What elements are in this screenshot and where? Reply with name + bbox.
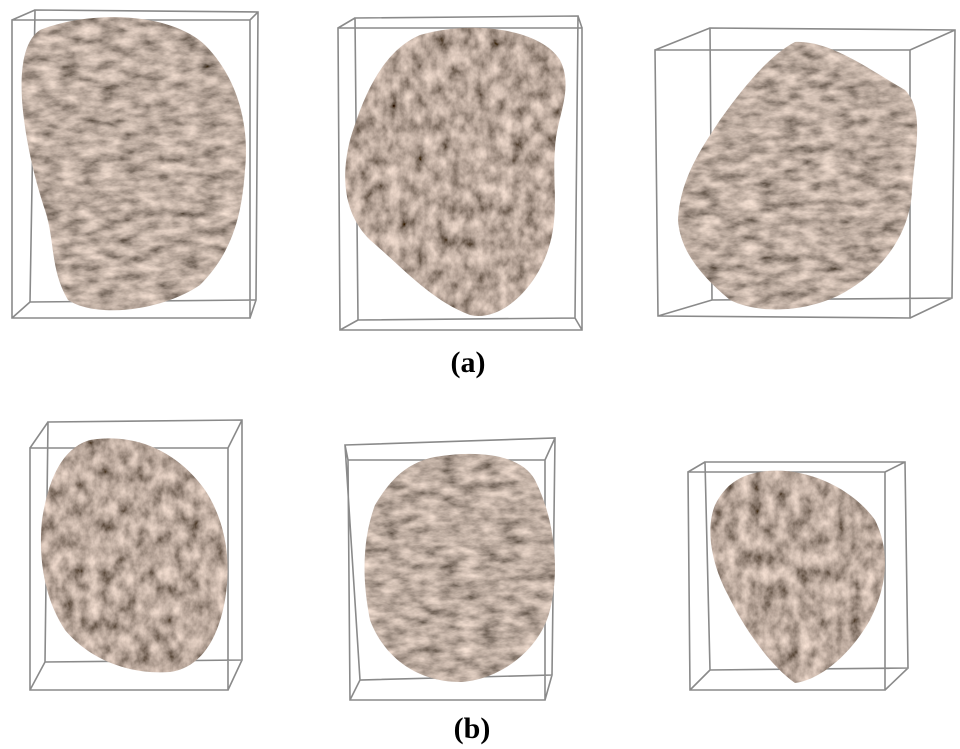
particle-b2	[345, 438, 555, 700]
particle-a2	[338, 16, 582, 330]
panel-label: (b)	[454, 712, 491, 745]
page: (a) (b) (() => { const data = JSON.parse…	[0, 0, 960, 749]
particle-a1	[12, 10, 258, 318]
particle-b1	[30, 420, 242, 690]
particle-a3	[655, 28, 955, 318]
particle-b3	[688, 462, 908, 690]
figure: (a) (b)	[0, 0, 960, 749]
panel-label: (a)	[451, 346, 486, 379]
